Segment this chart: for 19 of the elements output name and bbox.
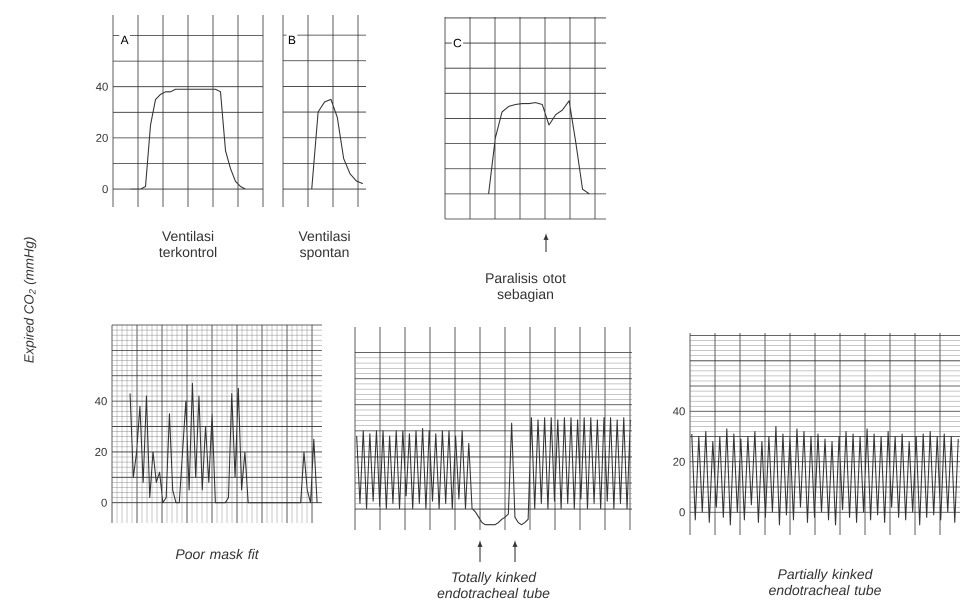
x-axis-title: Poor mask fit	[176, 548, 260, 560]
x-axis-title: Paralisis otot sebagian	[486, 272, 566, 302]
x-axis-title: Ventilasi spontan	[298, 230, 350, 260]
y-tick-label: 0	[102, 185, 108, 194]
y-tick-label: 40	[94, 397, 107, 406]
y-tick-label: 0	[101, 498, 107, 507]
y-tick-label: 20	[96, 134, 108, 142]
y-tick-label: 40	[96, 82, 108, 91]
x-axis-title: Partially kinked endotracheal tube	[769, 568, 881, 596]
chart-title: B	[288, 36, 296, 44]
x-axis-title: Totally kinked endotracheal tube	[438, 572, 550, 598]
y-axis-title: Expired CO$_{2}$ (mmHg)	[24, 237, 36, 363]
x-axis-title: Ventilasi terkontrol	[159, 230, 216, 258]
text: A	[120, 36, 129, 44]
y-tick-label: 20	[95, 448, 107, 456]
y-tick-label: 40	[672, 407, 685, 416]
chart-title: C	[454, 38, 462, 48]
y-tick-label: 20	[673, 458, 685, 466]
y-tick-label: 0	[679, 508, 685, 516]
